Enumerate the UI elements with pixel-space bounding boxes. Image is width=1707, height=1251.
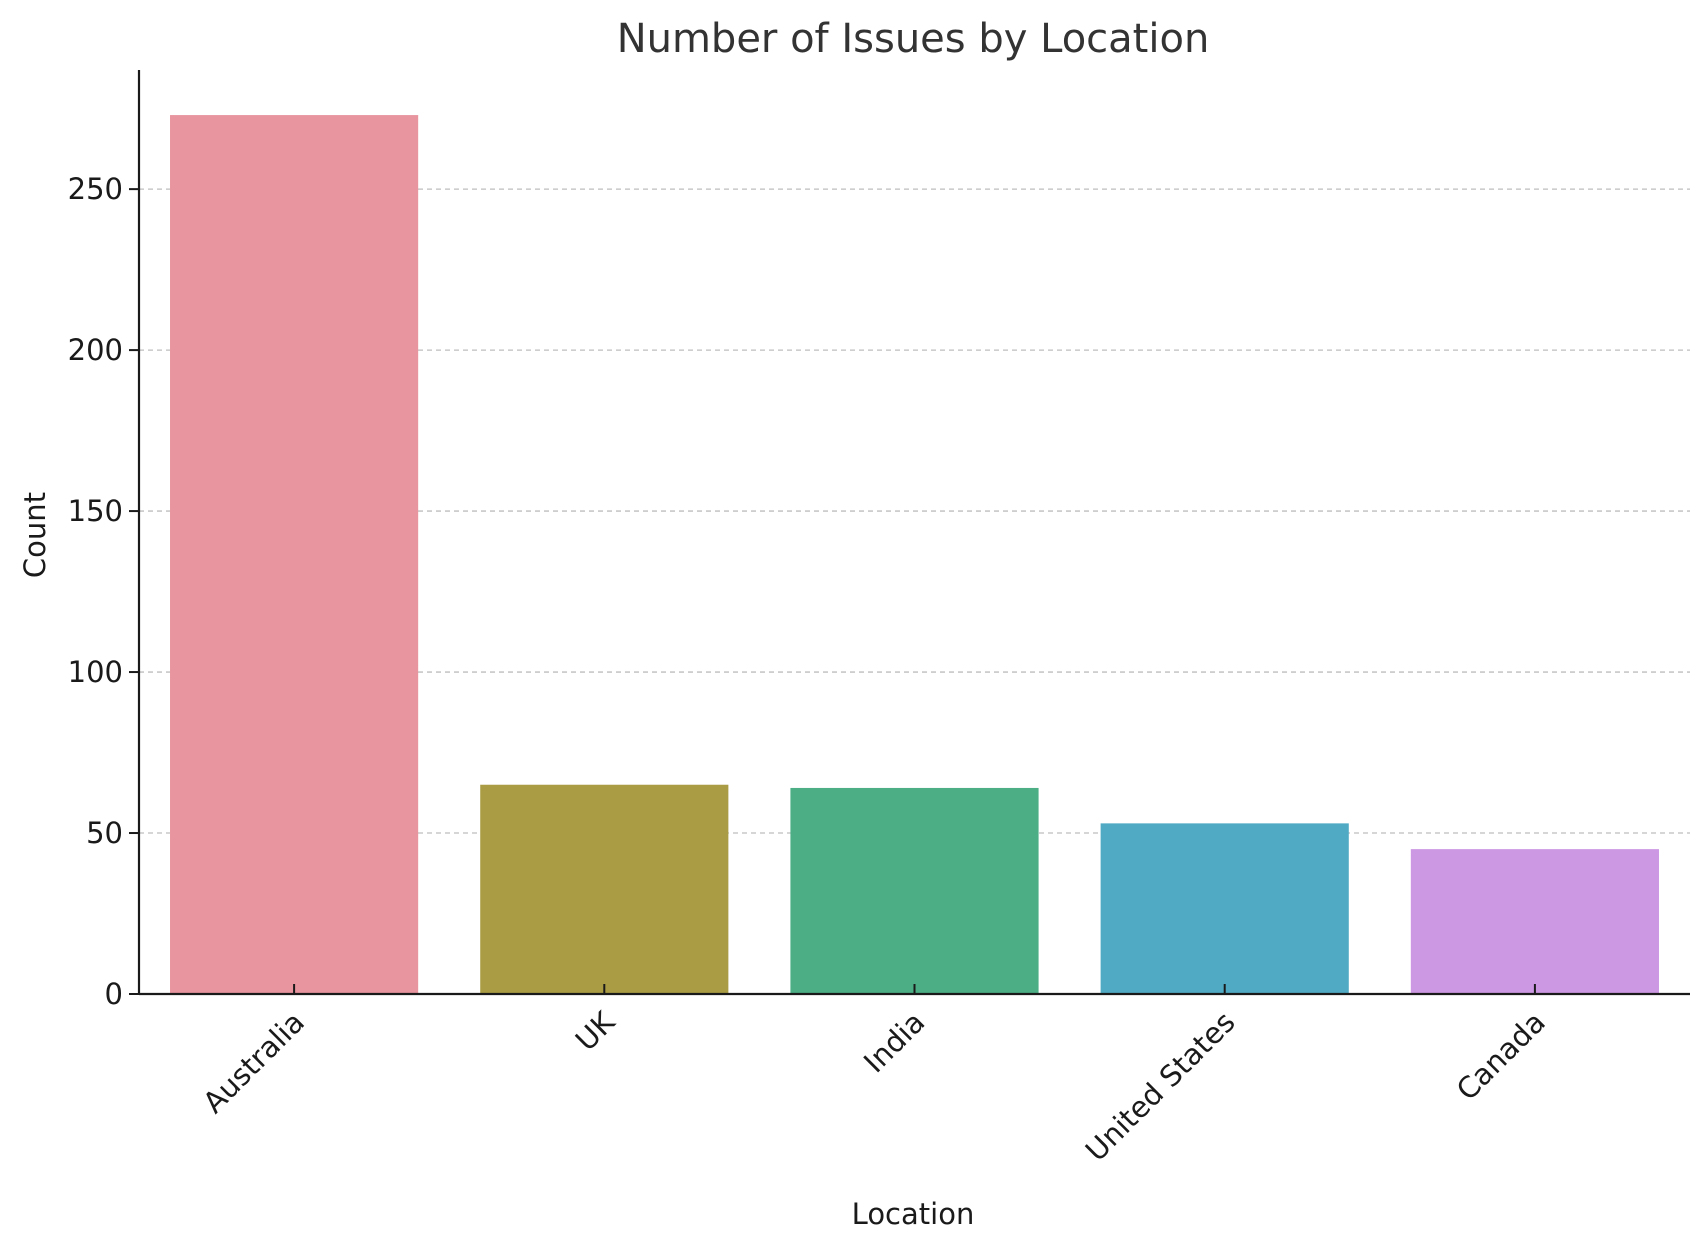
bar-india bbox=[790, 787, 1039, 994]
x-tick-label-united-states: United States bbox=[1079, 1005, 1242, 1168]
y-axis-label: Count bbox=[18, 492, 52, 578]
bar-united-states bbox=[1100, 823, 1349, 994]
y-tick-label-100: 100 bbox=[68, 655, 123, 689]
x-tick-label-australia: Australia bbox=[196, 1005, 311, 1120]
y-tick-label-150: 150 bbox=[68, 494, 123, 528]
y-tick-label-50: 50 bbox=[86, 816, 123, 850]
bar-uk bbox=[480, 784, 729, 994]
y-tick-label-250: 250 bbox=[68, 172, 123, 206]
bar-australia bbox=[170, 115, 419, 994]
x-axis-label: Location bbox=[852, 1197, 975, 1231]
bars bbox=[170, 115, 1659, 994]
x-tick-label-canada: Canada bbox=[1450, 1005, 1552, 1107]
x-tick-label-india: India bbox=[857, 1005, 931, 1079]
x-ticks: Australia UK India United States Canada bbox=[196, 984, 1552, 1168]
y-ticks: 0 50 100 150 200 250 bbox=[68, 172, 139, 1011]
y-tick-label-0: 0 bbox=[105, 977, 123, 1011]
bar-canada bbox=[1410, 849, 1659, 994]
chart-title: Number of Issues by Location bbox=[617, 16, 1210, 62]
x-tick-label-uk: UK bbox=[569, 1004, 622, 1057]
y-tick-label-200: 200 bbox=[68, 333, 123, 367]
